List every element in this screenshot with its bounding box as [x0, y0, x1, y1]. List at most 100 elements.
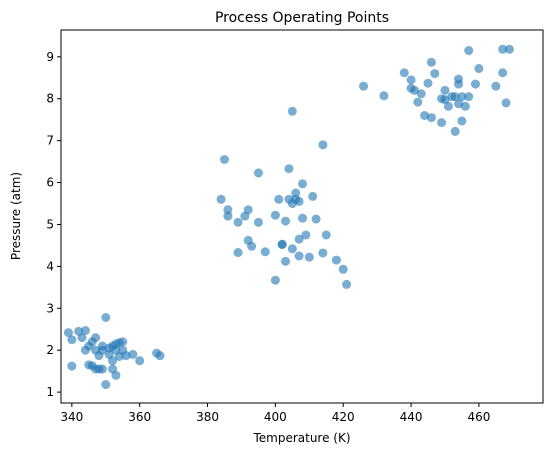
point: [298, 213, 308, 223]
point: [498, 44, 508, 54]
point: [97, 345, 107, 355]
point: [118, 337, 128, 347]
point: [294, 196, 304, 206]
point: [331, 255, 341, 265]
point: [287, 106, 297, 116]
point: [291, 188, 301, 198]
y-axis-label: Pressure (atm): [9, 172, 23, 260]
point: [274, 194, 284, 204]
point: [101, 313, 111, 323]
point: [450, 92, 460, 102]
point: [318, 140, 328, 150]
point: [111, 370, 121, 380]
point: [91, 333, 101, 343]
point: [301, 230, 311, 240]
point: [67, 335, 77, 345]
x-tick-label: 400: [264, 410, 287, 424]
x-tick-label: 380: [196, 410, 219, 424]
point: [440, 85, 450, 95]
point: [464, 46, 474, 56]
point: [243, 205, 253, 215]
point: [342, 279, 352, 289]
point: [430, 69, 440, 79]
point: [281, 216, 291, 226]
y-tick-label: 4: [46, 259, 54, 273]
point: [111, 339, 121, 349]
x-tick-label: 360: [128, 410, 151, 424]
point: [321, 230, 331, 240]
point: [311, 214, 321, 224]
point: [498, 68, 508, 78]
point: [77, 333, 87, 343]
point: [223, 205, 233, 215]
point: [437, 118, 447, 128]
point: [294, 251, 304, 261]
y-tick-label: 7: [46, 134, 54, 148]
point: [247, 241, 257, 251]
point: [155, 351, 165, 361]
point: [338, 264, 348, 274]
point: [426, 113, 436, 123]
point: [216, 194, 226, 204]
point: [219, 155, 229, 165]
x-tick-label: 420: [332, 410, 355, 424]
point: [399, 68, 409, 78]
point: [270, 275, 280, 285]
y-tick-label: 8: [46, 92, 54, 106]
point: [135, 356, 145, 366]
point: [277, 239, 287, 249]
point: [233, 217, 243, 227]
x-axis-label: Temperature (K): [252, 431, 350, 445]
point: [454, 99, 464, 109]
point: [298, 179, 308, 189]
point: [501, 98, 511, 108]
point: [260, 247, 270, 257]
point: [416, 89, 426, 99]
x-tick-label: 440: [400, 410, 423, 424]
point: [460, 101, 470, 111]
y-tick-label: 2: [46, 343, 54, 357]
x-tick-label: 340: [60, 410, 83, 424]
point: [457, 116, 467, 126]
y-tick-label: 1: [46, 385, 54, 399]
point: [491, 81, 501, 91]
point: [108, 356, 118, 366]
point: [80, 325, 90, 335]
point: [423, 78, 433, 88]
point: [97, 364, 107, 374]
point: [409, 85, 419, 95]
point: [318, 248, 328, 258]
x-tick-label: 460: [467, 410, 490, 424]
point: [450, 126, 460, 136]
point: [253, 168, 263, 178]
point: [308, 191, 318, 201]
point: [440, 95, 450, 105]
point: [121, 351, 131, 361]
point: [304, 252, 314, 262]
point: [253, 217, 263, 227]
y-tick-label: 3: [46, 301, 54, 315]
point: [128, 349, 138, 359]
point: [67, 361, 77, 371]
point: [359, 81, 369, 91]
point: [474, 64, 484, 74]
plot-frame: [60, 29, 544, 404]
point: [281, 256, 291, 266]
y-tick-label: 9: [46, 50, 54, 64]
point: [63, 328, 73, 338]
point: [420, 110, 430, 120]
point: [413, 97, 423, 107]
point: [457, 92, 467, 102]
point: [470, 79, 480, 89]
point: [101, 380, 111, 390]
y-tick-label: 6: [46, 176, 54, 190]
point: [504, 44, 514, 54]
point: [287, 244, 297, 254]
point: [223, 211, 233, 221]
point: [454, 74, 464, 84]
point: [426, 57, 436, 67]
y-tick-label: 5: [46, 217, 54, 231]
point: [379, 91, 389, 101]
